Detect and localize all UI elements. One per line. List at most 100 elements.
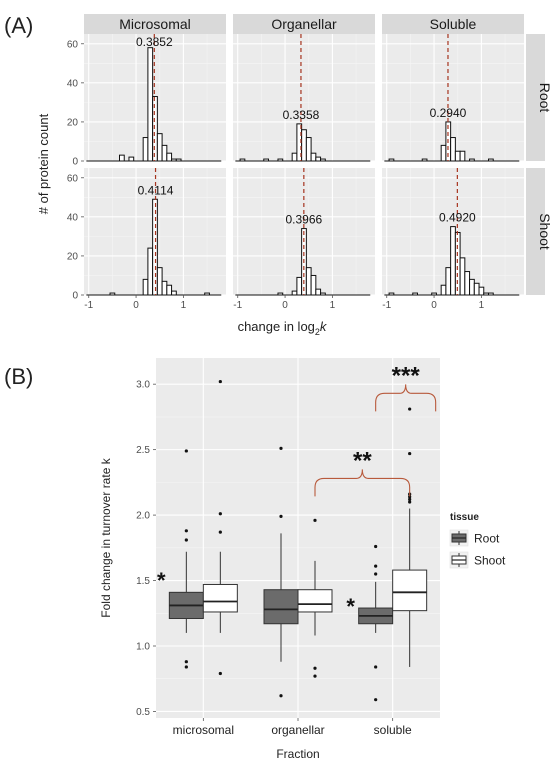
- median-label: 0.3852: [136, 35, 173, 49]
- median-label: 0.4114: [138, 183, 174, 197]
- outlier-point: [279, 446, 283, 450]
- histogram-bar: [291, 152, 298, 162]
- histogram-bar: [310, 274, 317, 296]
- legend-label: Shoot: [474, 554, 506, 568]
- boxplot-chart: 0.5 1.0 1.5 2.0 2.5 3.0 microsomal organellar so…: [99, 358, 506, 761]
- histogram-bar: [388, 292, 395, 296]
- outlier-point: [279, 694, 283, 698]
- histogram-bar: [454, 150, 461, 162]
- x-tick-label: 0: [133, 300, 139, 311]
- histogram-bar: [171, 158, 177, 162]
- x-tick-label: 1: [181, 300, 187, 311]
- histogram-bar: [388, 158, 395, 162]
- median-label: 0.3358: [283, 108, 320, 122]
- histogram-bar: [320, 158, 326, 162]
- significance-star: *: [157, 568, 166, 593]
- facet-row-label: Shoot: [537, 213, 550, 250]
- significance-star: *: [346, 594, 355, 619]
- x-tick-label: organellar: [271, 723, 324, 737]
- outlier-point: [184, 538, 188, 542]
- significance-stars: ***: [392, 362, 421, 389]
- y-axis-title: # of protein count: [36, 113, 51, 214]
- x-axis-title-main: change in log: [238, 319, 315, 334]
- facet-row-label: Root: [537, 83, 550, 113]
- y-tick-label: 0.5: [136, 707, 150, 718]
- histogram-bar: [464, 271, 471, 296]
- y-tick-label: 40: [67, 78, 79, 89]
- y-tick-label: 0: [72, 157, 78, 168]
- histogram-bar: [156, 133, 163, 162]
- facet-strip: [84, 14, 226, 34]
- y-tick-label: 2.0: [136, 511, 150, 522]
- outlier-point: [218, 379, 222, 384]
- x-axis-title-variable: k: [320, 319, 328, 334]
- x-axis-title: change in log2k: [238, 319, 328, 337]
- histogram-bar: [478, 286, 485, 296]
- histogram-bar: [315, 156, 322, 162]
- histogram-bar: [142, 137, 149, 162]
- histogram-bar: [473, 282, 480, 296]
- box: [297, 589, 333, 613]
- y-tick-label: 0: [72, 291, 78, 302]
- outlier-point: [184, 660, 188, 664]
- box: [202, 583, 238, 613]
- histogram-bar: [320, 292, 326, 296]
- legend-title: tissue: [450, 512, 479, 523]
- histogram-bar: [152, 96, 158, 162]
- histogram-bar: [296, 276, 303, 296]
- histogram-bar: [315, 288, 322, 296]
- histogram-facet-chart: Microsomal Organellar SolubleRoot0204060Sh…: [36, 14, 550, 337]
- histogram-bar: [277, 292, 284, 296]
- facet-strip-label: Organellar: [271, 16, 337, 32]
- significance-stars: **: [353, 447, 372, 474]
- outlier-point: [279, 514, 283, 519]
- outlier-point: [408, 451, 412, 456]
- histogram-bar: [277, 158, 284, 162]
- y-axis-title: Fold change in turnover rate k: [99, 457, 113, 617]
- histogram-bar: [305, 267, 312, 296]
- histogram-bar: [142, 278, 149, 296]
- outlier-point: [408, 495, 412, 499]
- histogram-bar: [147, 47, 154, 162]
- x-tick-label: -1: [382, 300, 391, 311]
- y-tick-label: 40: [67, 212, 79, 223]
- histogram-bar: [161, 144, 168, 162]
- histogram-bar: [488, 292, 494, 296]
- facet-strip-label: Soluble: [430, 16, 477, 32]
- panel-label-a: (A): [4, 13, 33, 38]
- histogram-bar: [450, 226, 456, 296]
- outlier-point: [374, 564, 378, 568]
- histogram-bar: [440, 284, 447, 296]
- y-tick-label: 3.0: [136, 380, 150, 391]
- outlier-point: [184, 449, 188, 453]
- histogram-bar: [263, 158, 269, 162]
- histogram-bar: [488, 158, 494, 162]
- histogram-bar: [440, 144, 447, 162]
- outlier-point: [374, 572, 378, 576]
- outlier-point: [218, 671, 222, 676]
- y-tick-label: 60: [67, 173, 79, 184]
- box: [263, 589, 299, 625]
- outlier-point: [313, 518, 317, 522]
- histogram-bar: [421, 158, 428, 162]
- x-tick-label: 1: [330, 300, 336, 311]
- histogram-bar: [469, 278, 475, 296]
- x-tick-label: microsomal: [173, 723, 234, 737]
- outlier-point: [184, 665, 188, 669]
- outlier-point: [408, 500, 412, 504]
- histogram-bar: [171, 290, 177, 296]
- outlier-point: [313, 666, 317, 670]
- box: [392, 569, 428, 612]
- x-tick-label: -1: [84, 300, 93, 311]
- histogram-bar: [459, 150, 466, 162]
- histogram-bar: [128, 156, 135, 162]
- histogram-bar: [166, 284, 173, 296]
- median-label: 0.3966: [285, 213, 322, 227]
- histogram-bar: [166, 152, 173, 162]
- facet-strip: [382, 14, 524, 34]
- histogram-bar: [239, 158, 246, 162]
- histogram-bar: [147, 247, 154, 296]
- median-label: 0.4920: [439, 211, 476, 225]
- histogram-bar: [291, 290, 298, 296]
